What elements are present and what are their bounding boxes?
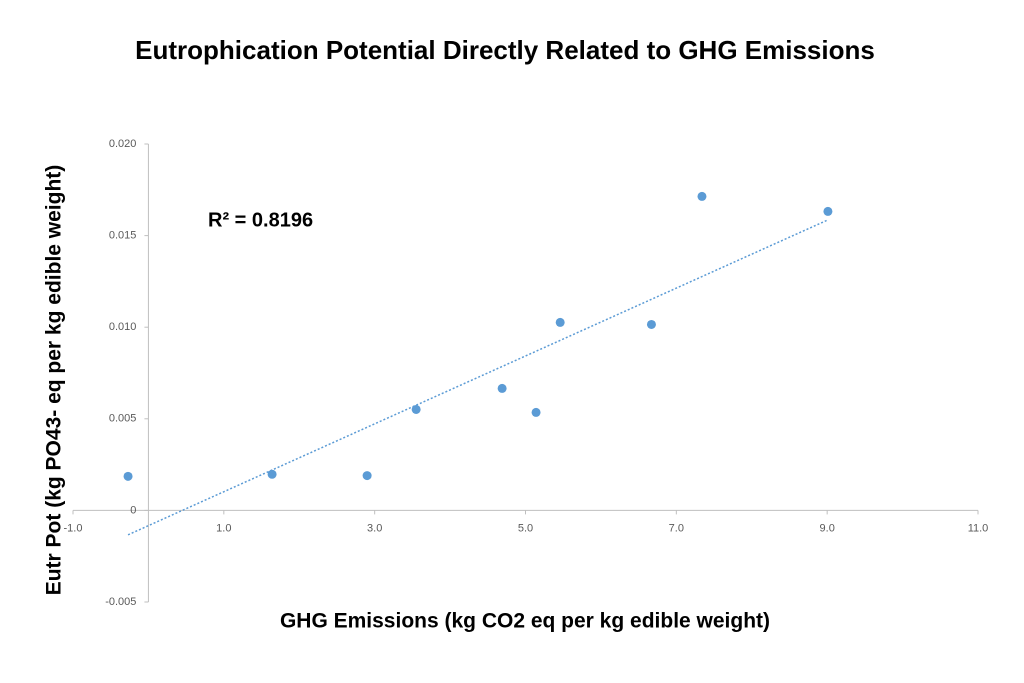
point — [531, 407, 541, 417]
y-tick-label: 0.015 — [109, 230, 137, 242]
x-tick-label: 1.0 — [216, 522, 231, 534]
point — [123, 471, 133, 481]
x-tick-label: 11.0 — [968, 522, 989, 534]
point — [697, 191, 707, 201]
y-tick-label: 0.010 — [109, 321, 137, 333]
point — [646, 319, 656, 329]
y-tick-label: 0.005 — [109, 413, 137, 425]
point — [823, 206, 833, 216]
y-tick-label: 0.020 — [109, 138, 137, 150]
r-squared: R² = 0.8196 — [208, 209, 313, 231]
trendline — [127, 219, 829, 536]
x-axis-label: GHG Emissions (kg CO2 eq per kg edible w… — [280, 610, 770, 633]
y-tick-label: -0.005 — [105, 596, 136, 608]
point — [497, 383, 507, 393]
point — [411, 404, 421, 414]
x-tick-label: 5.0 — [518, 522, 533, 534]
point — [555, 317, 565, 327]
x-tick-label: -1.0 — [64, 522, 83, 534]
x-tick-label: 3.0 — [367, 522, 382, 534]
y-axis-label: Eutr Pot (kg PO43- eq per kg edible weig… — [43, 165, 66, 596]
x-tick-label: 7.0 — [669, 522, 684, 534]
chart-title: Eutrophication Potential Directly Relate… — [135, 35, 875, 65]
y-tick-label: 0 — [130, 504, 136, 516]
point — [267, 469, 277, 479]
point — [362, 471, 372, 481]
x-tick-label: 9.0 — [820, 522, 835, 534]
